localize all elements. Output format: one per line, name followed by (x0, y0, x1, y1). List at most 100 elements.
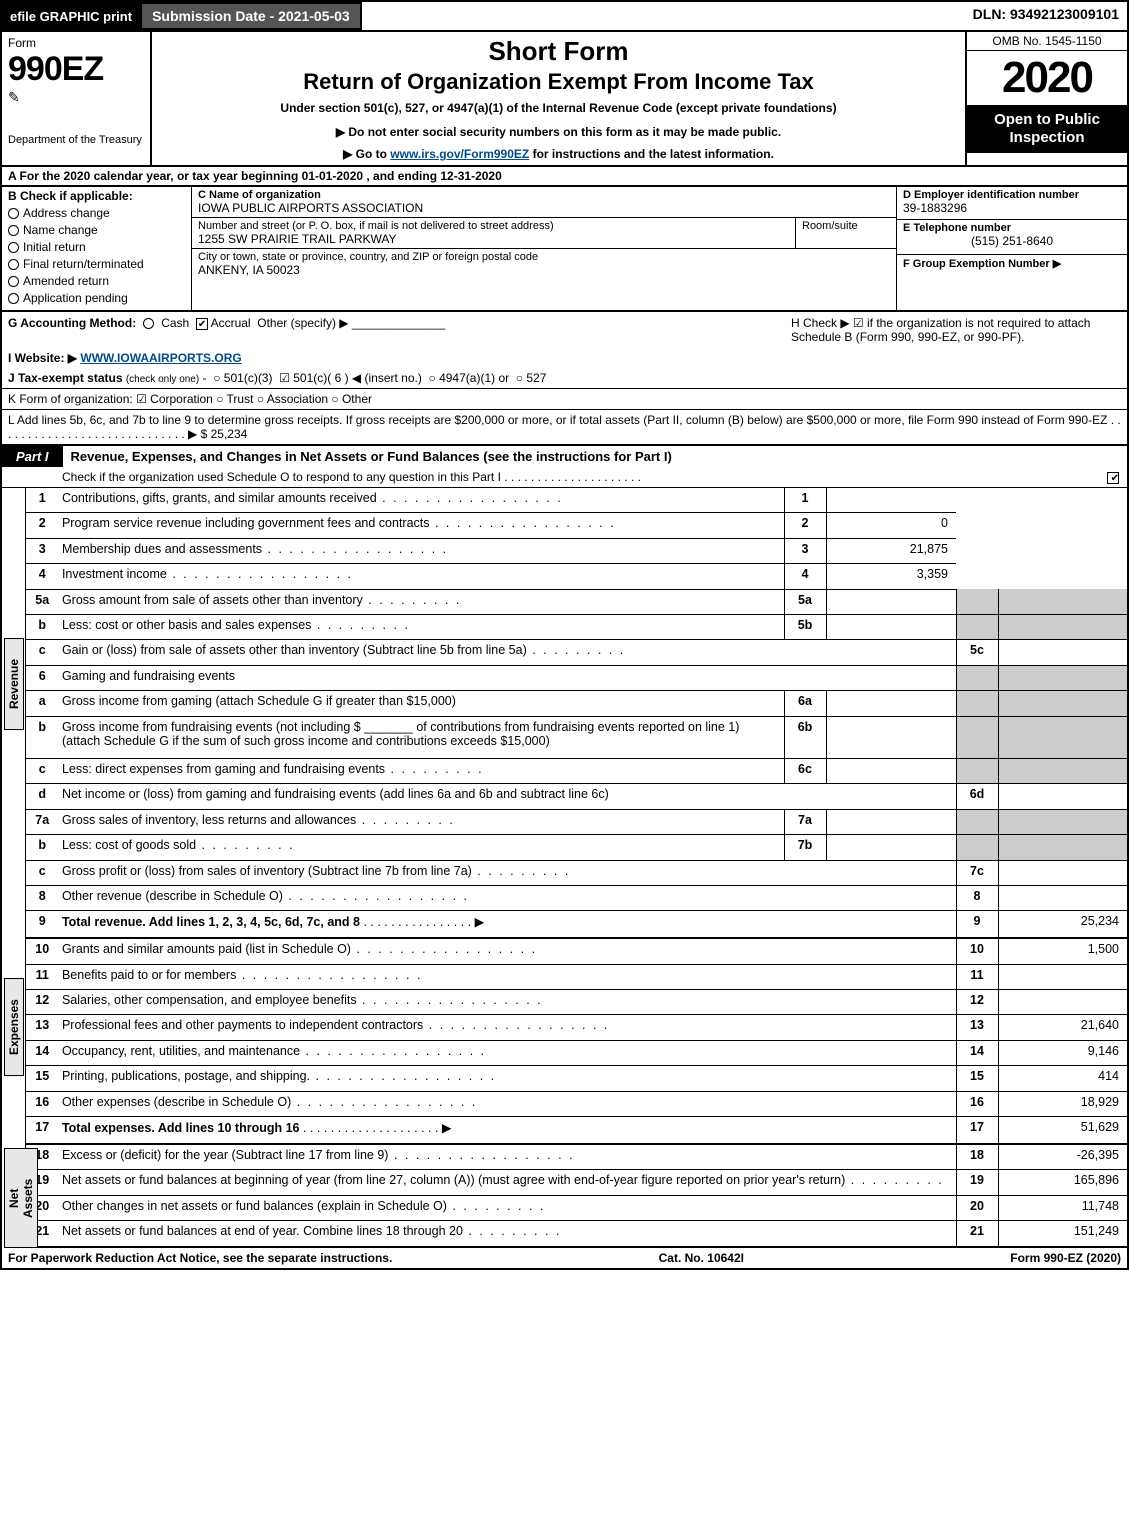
box-b-header: B Check if applicable: (8, 189, 185, 203)
line-5b: bLess: cost or other basis and sales exp… (26, 614, 1128, 639)
line-7c: cGross profit or (loss) from sales of in… (26, 860, 1128, 885)
chk-final-return[interactable]: Final return/terminated (8, 257, 185, 271)
city-state-zip: ANKENY, IA 50023 (198, 263, 890, 277)
line-10: 10Grants and similar amounts paid (list … (26, 938, 1128, 964)
form-header: Form 990EZ ✎ Department of the Treasury … (0, 32, 1129, 167)
gross-receipts-row: L Add lines 5b, 6c, and 7b to line 9 to … (0, 410, 1129, 446)
tax-exempt-status-row: J Tax-exempt status (check only one) - ○… (0, 368, 1129, 389)
line-2: 2Program service revenue including gover… (26, 513, 1128, 538)
vertical-tabs-col: Revenue Expenses Net Assets (0, 488, 25, 1248)
line-12: 12Salaries, other compensation, and empl… (26, 990, 1128, 1015)
box-c: C Name of organization IOWA PUBLIC AIRPO… (192, 187, 897, 310)
line-16: 16Other expenses (describe in Schedule O… (26, 1091, 1128, 1116)
line-3: 3Membership dues and assessments321,875 (26, 538, 1128, 563)
line-8: 8Other revenue (describe in Schedule O)8 (26, 885, 1128, 910)
section-g: G Accounting Method: Cash Accrual Other … (8, 316, 791, 344)
chk-address-change[interactable]: Address change (8, 206, 185, 220)
line-20: 20Other changes in net assets or fund ba… (26, 1195, 1128, 1220)
footer-left: For Paperwork Reduction Act Notice, see … (8, 1251, 392, 1265)
ein-label: D Employer identification number (903, 189, 1121, 201)
line-6a: aGross income from gaming (attach Schedu… (26, 691, 1128, 716)
group-exemption-label: F Group Exemption Number ▶ (903, 257, 1121, 270)
line-13: 13Professional fees and other payments t… (26, 1015, 1128, 1040)
chk-name-change[interactable]: Name change (8, 223, 185, 237)
goto-prefix: ▶ Go to (343, 147, 390, 161)
top-bar: efile GRAPHIC print Submission Date - 20… (0, 0, 1129, 32)
street-label: Number and street (or P. O. box, if mail… (198, 220, 789, 232)
lines-table: 1Contributions, gifts, grants, and simil… (25, 488, 1129, 1248)
footer-right: Form 990-EZ (2020) (1010, 1251, 1121, 1265)
line-15: 15Printing, publications, postage, and s… (26, 1066, 1128, 1091)
ein-value: 39-1883296 (903, 201, 1121, 215)
room-label: Room/suite (802, 220, 890, 232)
open-to-public: Open to Public Inspection (967, 105, 1127, 153)
line-6c: cLess: direct expenses from gaming and f… (26, 758, 1128, 783)
line-14: 14Occupancy, rent, utilities, and mainte… (26, 1040, 1128, 1065)
ssn-warning: ▶ Do not enter social security numbers o… (162, 125, 955, 139)
line-21: 21Net assets or fund balances at end of … (26, 1221, 1128, 1247)
section-h: H Check ▶ ☑ if the organization is not r… (791, 316, 1121, 344)
schedule-o-checkbox[interactable] (1107, 472, 1119, 484)
netassets-tab: Net Assets (4, 1148, 38, 1248)
box-d: D Employer identification number 39-1883… (897, 187, 1127, 310)
line-7b: bLess: cost of goods sold7b (26, 835, 1128, 860)
omb-number: OMB No. 1545-1150 (967, 32, 1127, 51)
form-number: 990EZ (8, 50, 144, 89)
goto-instructions: ▶ Go to www.irs.gov/Form990EZ for instru… (162, 147, 955, 161)
line-9: 9Total revenue. Add lines 1, 2, 3, 4, 5c… (26, 911, 1128, 938)
dln-label: DLN: 93492123009101 (965, 2, 1127, 30)
line-19: 19Net assets or fund balances at beginni… (26, 1170, 1128, 1195)
form-title-main: Return of Organization Exempt From Incom… (162, 69, 955, 95)
box-c-label: C Name of organization (198, 189, 890, 201)
expenses-tab: Expenses (4, 978, 24, 1076)
efile-print-button[interactable]: efile GRAPHIC print (2, 2, 140, 30)
part1-check-desc: Check if the organization used Schedule … (2, 467, 1047, 487)
website-link[interactable]: WWW.IOWAAIRPORTS.ORG (80, 351, 241, 365)
top-bar-left: efile GRAPHIC print Submission Date - 20… (2, 2, 362, 30)
phone-value: (515) 251-8640 (903, 234, 1121, 248)
chk-application-pending[interactable]: Application pending (8, 291, 185, 305)
website-row: I Website: ▶ WWW.IOWAAIRPORTS.ORG (0, 348, 1129, 368)
form-subtitle: Under section 501(c), 527, or 4947(a)(1)… (162, 101, 955, 115)
line-5a: 5aGross amount from sale of assets other… (26, 589, 1128, 614)
header-left: Form 990EZ ✎ Department of the Treasury (2, 32, 152, 165)
org-info-row: B Check if applicable: Address change Na… (0, 187, 1129, 312)
revenue-tab: Revenue (4, 638, 24, 730)
line-17: 17Total expenses. Add lines 10 through 1… (26, 1117, 1128, 1144)
line-6: 6Gaming and fundraising events (26, 665, 1128, 690)
chk-amended-return[interactable]: Amended return (8, 274, 185, 288)
street-address: 1255 SW PRAIRIE TRAIL PARKWAY (198, 232, 789, 246)
department-label: Department of the Treasury (8, 134, 144, 146)
tax-year: 2020 (967, 51, 1127, 105)
other-label: Other (specify) ▶ (257, 316, 348, 330)
row-a-tax-year: A For the 2020 calendar year, or tax yea… (0, 167, 1129, 187)
line-7a: 7aGross sales of inventory, less returns… (26, 809, 1128, 834)
header-center: Short Form Return of Organization Exempt… (152, 32, 967, 165)
website-label: I Website: ▶ (8, 351, 77, 365)
part1-label: Part I (2, 446, 63, 467)
submission-date-button[interactable]: Submission Date - 2021-05-03 (140, 2, 362, 30)
irs-link[interactable]: www.irs.gov/Form990EZ (390, 147, 529, 161)
section-g-h: G Accounting Method: Cash Accrual Other … (0, 312, 1129, 348)
footer: For Paperwork Reduction Act Notice, see … (0, 1248, 1129, 1270)
line-4: 4Investment income43,359 (26, 564, 1128, 589)
cash-label: Cash (161, 316, 189, 330)
part1-header-row: Part I Revenue, Expenses, and Changes in… (0, 446, 1129, 467)
org-name: IOWA PUBLIC AIRPORTS ASSOCIATION (198, 201, 890, 215)
chk-initial-return[interactable]: Initial return (8, 240, 185, 254)
part1-check-row: Check if the organization used Schedule … (0, 467, 1129, 488)
goto-suffix: for instructions and the latest informat… (529, 147, 774, 161)
line-5c: cGain or (loss) from sale of assets othe… (26, 640, 1128, 665)
line-1: 1Contributions, gifts, grants, and simil… (26, 488, 1128, 513)
accounting-method-label: G Accounting Method: (8, 316, 136, 330)
line-18: 18Excess or (deficit) for the year (Subt… (26, 1144, 1128, 1170)
line-11: 11Benefits paid to or for members11 (26, 964, 1128, 989)
city-label: City or town, state or province, country… (198, 251, 890, 263)
section-h-text: H Check ▶ ☑ if the organization is not r… (791, 316, 1090, 344)
form-of-org-row: K Form of organization: ☑ Corporation ○ … (0, 389, 1129, 410)
form-label: Form (8, 36, 144, 50)
header-right: OMB No. 1545-1150 2020 Open to Public In… (967, 32, 1127, 165)
part1-title: Revenue, Expenses, and Changes in Net As… (63, 446, 1127, 467)
line-6b: bGross income from fundraising events (n… (26, 716, 1128, 758)
accrual-checkbox[interactable] (196, 318, 208, 330)
